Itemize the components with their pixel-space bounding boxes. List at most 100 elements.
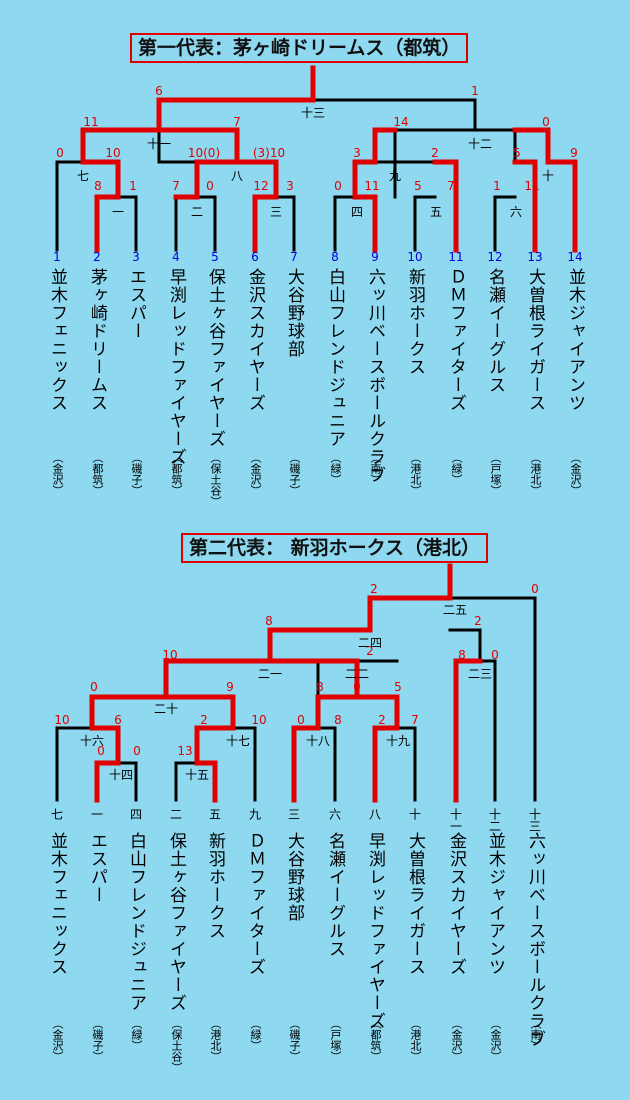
- team-region: （保土谷）: [170, 1018, 183, 1073]
- seed-number: 2: [93, 250, 101, 264]
- score-label: 7: [172, 179, 180, 193]
- team-name: 名瀬イーグルス: [485, 268, 505, 394]
- score-label: 14: [393, 115, 409, 129]
- match-number: 十五: [184, 768, 210, 782]
- seed-number: 9: [371, 250, 379, 264]
- score-label: 6: [155, 84, 163, 98]
- score-label: 2: [366, 644, 374, 658]
- score-label: 1: [493, 179, 501, 193]
- team-region: （金沢）: [249, 452, 262, 496]
- team-region: （磯子）: [288, 1018, 301, 1062]
- score-label: 0: [531, 582, 539, 596]
- team-name: 金沢スカイヤーズ: [245, 268, 265, 412]
- score-label: 8: [334, 713, 342, 727]
- match-number: 五: [429, 205, 443, 219]
- score-label: 6: [114, 713, 122, 727]
- score-label: 0: [542, 115, 550, 129]
- score-label: 8: [94, 179, 102, 193]
- match-number: 二三: [467, 667, 493, 681]
- rep1-title: 第一代表：茅ヶ崎ドリームス（都筑）: [130, 33, 469, 63]
- score-label: 13: [177, 744, 193, 758]
- score-label: 10: [162, 648, 178, 662]
- team-region: （戸塚）: [329, 1018, 342, 1062]
- team-region: （金沢）: [51, 452, 64, 496]
- team-region: （都筑）: [91, 452, 104, 496]
- team-name: 大谷野球部: [284, 832, 304, 922]
- team-region: （磯子）: [91, 1018, 104, 1062]
- seed-number: 九: [247, 808, 262, 820]
- score-label: 1: [129, 179, 137, 193]
- seed-number: 二: [168, 808, 183, 820]
- team-name: 大曽根ライガース: [525, 268, 545, 412]
- seed-number: 七: [49, 808, 64, 820]
- score-label: 0: [206, 179, 214, 193]
- team-name: 六ッ川ベースボールクラブ: [525, 832, 545, 1048]
- team-name: 名瀬イーグルス: [325, 832, 345, 958]
- score-label: 0: [56, 146, 64, 160]
- score-label: 0: [297, 713, 305, 727]
- seed-number: 14: [567, 250, 583, 264]
- score-label: (3)10: [252, 146, 286, 160]
- team-name: 白山フレンドジュニア: [126, 832, 146, 1012]
- team-name: エスパー: [87, 832, 107, 904]
- score-label: 9: [226, 680, 234, 694]
- score-label: 1: [471, 84, 479, 98]
- seed-number: 4: [172, 250, 180, 264]
- team-region: （保土谷）: [209, 452, 222, 507]
- seed-number: 11: [448, 250, 464, 264]
- team-name: 保土ヶ谷ファイヤーズ: [166, 832, 186, 1012]
- score-label: 3: [286, 179, 294, 193]
- seed-number: 1: [53, 250, 61, 264]
- team-name: 金沢スカイヤーズ: [446, 832, 466, 976]
- seed-number: 3: [132, 250, 140, 264]
- match-number: 九: [388, 169, 402, 183]
- team-region: （磯子）: [288, 452, 301, 496]
- team-name: 早渕レッドファイヤーズ: [166, 268, 186, 466]
- score-label: 2: [200, 713, 208, 727]
- score-label: 10(0): [187, 146, 221, 160]
- team-region: （緑）: [249, 1018, 262, 1051]
- team-name: 保土ヶ谷ファイヤーズ: [205, 268, 225, 448]
- match-number: 十六: [79, 734, 105, 748]
- seed-number: 十: [407, 808, 422, 820]
- team-name: 新羽ホークス: [405, 268, 425, 376]
- team-region: （港北）: [529, 452, 542, 496]
- match-number: 四: [350, 205, 364, 219]
- seed-number: 一: [89, 808, 104, 820]
- score-label: 0: [90, 680, 98, 694]
- seed-number: 12: [487, 250, 503, 264]
- team-region: （南）: [369, 452, 382, 485]
- team-name: ＤＭファイターズ: [446, 268, 466, 412]
- score-label: 0: [133, 744, 141, 758]
- score-label: 2: [370, 582, 378, 596]
- team-name: 六ッ川ベースボールクラブ: [365, 268, 385, 484]
- seed-number: 5: [211, 250, 219, 264]
- team-name: 新羽ホークス: [205, 832, 225, 940]
- score-label: 9: [570, 146, 578, 160]
- team-region: （南）: [529, 1018, 542, 1051]
- score-label: 11: [364, 179, 380, 193]
- seed-number: 十二: [487, 808, 502, 832]
- team-name: 茅ヶ崎ドリームス: [87, 268, 107, 412]
- team-name: ＤＭファイターズ: [245, 832, 265, 976]
- score-label: 5: [394, 680, 402, 694]
- match-number: 六: [509, 205, 523, 219]
- score-label: 0: [334, 179, 342, 193]
- rep2-title: 第二代表： 新羽ホークス（港北）: [181, 533, 489, 563]
- team-region: （港北）: [409, 452, 422, 496]
- match-number: 十二: [467, 137, 493, 151]
- score-label: 0: [353, 680, 361, 694]
- match-number: 十三: [300, 106, 326, 120]
- team-name: 並木フェニックス: [47, 832, 67, 976]
- seed-number: 7: [290, 250, 298, 264]
- team-name: エスパー: [126, 268, 146, 340]
- match-number: 十九: [385, 734, 411, 748]
- score-label: 10: [54, 713, 70, 727]
- team-region: （港北）: [409, 1018, 422, 1062]
- match-number: 二一: [257, 667, 283, 681]
- score-label: 2: [378, 713, 386, 727]
- team-region: （金沢）: [51, 1018, 64, 1062]
- match-number: 三: [269, 205, 283, 219]
- score-label: 7: [447, 179, 455, 193]
